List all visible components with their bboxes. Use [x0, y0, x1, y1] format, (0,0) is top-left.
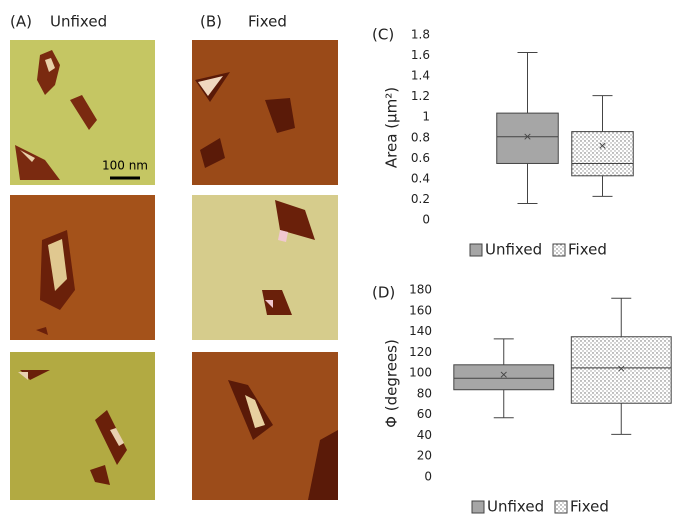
y-tick-label: 40 — [417, 428, 432, 442]
y-tick-label: 1.2 — [411, 89, 430, 103]
y-tick-label: 20 — [417, 449, 432, 463]
y-tick-label: 0.4 — [411, 171, 430, 185]
box — [496, 112, 559, 164]
y-tick-label: 140 — [409, 324, 432, 338]
scale-bar-label: 100 nm — [102, 159, 148, 173]
panel-label: (B) — [200, 13, 222, 31]
y-tick-label: 1.6 — [411, 48, 430, 62]
panel-label: (C) — [372, 26, 394, 44]
panel-title: Unfixed — [50, 13, 107, 31]
mean-marker: × — [598, 139, 607, 152]
panel-label: (D) — [372, 284, 395, 302]
legend-swatch — [469, 243, 483, 257]
box — [453, 364, 555, 391]
y-tick-label: 1.4 — [411, 69, 430, 83]
y-tick-label: 120 — [409, 345, 432, 359]
y-tick-label: 180 — [409, 283, 432, 297]
y-tick-label: 0.6 — [411, 151, 430, 165]
legend-label: Unfixed — [485, 241, 542, 259]
y-axis-title: Φ (degrees) — [383, 339, 401, 428]
mean-marker: × — [523, 130, 532, 143]
mean-marker: × — [617, 362, 626, 375]
legend-swatch — [471, 500, 485, 514]
box — [570, 336, 672, 404]
y-tick-label: 100 — [409, 366, 432, 380]
legend-swatch — [554, 500, 568, 514]
y-tick-label: 60 — [417, 407, 432, 421]
legend-label: Fixed — [570, 498, 609, 516]
panel-title: Fixed — [248, 13, 287, 31]
y-tick-label: 1 — [422, 110, 430, 124]
mean-marker: × — [499, 368, 508, 381]
y-tick-label: 0 — [424, 470, 432, 484]
box — [571, 131, 634, 177]
legend-label: Fixed — [568, 241, 607, 259]
y-axis-title: Area (μm²) — [383, 87, 401, 168]
y-tick-label: 0.8 — [411, 130, 430, 144]
y-tick-label: 0.2 — [411, 192, 430, 206]
legend-label: Unfixed — [487, 498, 544, 516]
y-tick-label: 0 — [422, 213, 430, 227]
afm-images — [10, 40, 338, 500]
y-tick-label: 160 — [409, 303, 432, 317]
legend-swatch — [552, 243, 566, 257]
panel-label: (A) — [10, 13, 32, 31]
y-tick-label: 1.8 — [411, 28, 430, 42]
y-tick-label: 80 — [417, 386, 432, 400]
